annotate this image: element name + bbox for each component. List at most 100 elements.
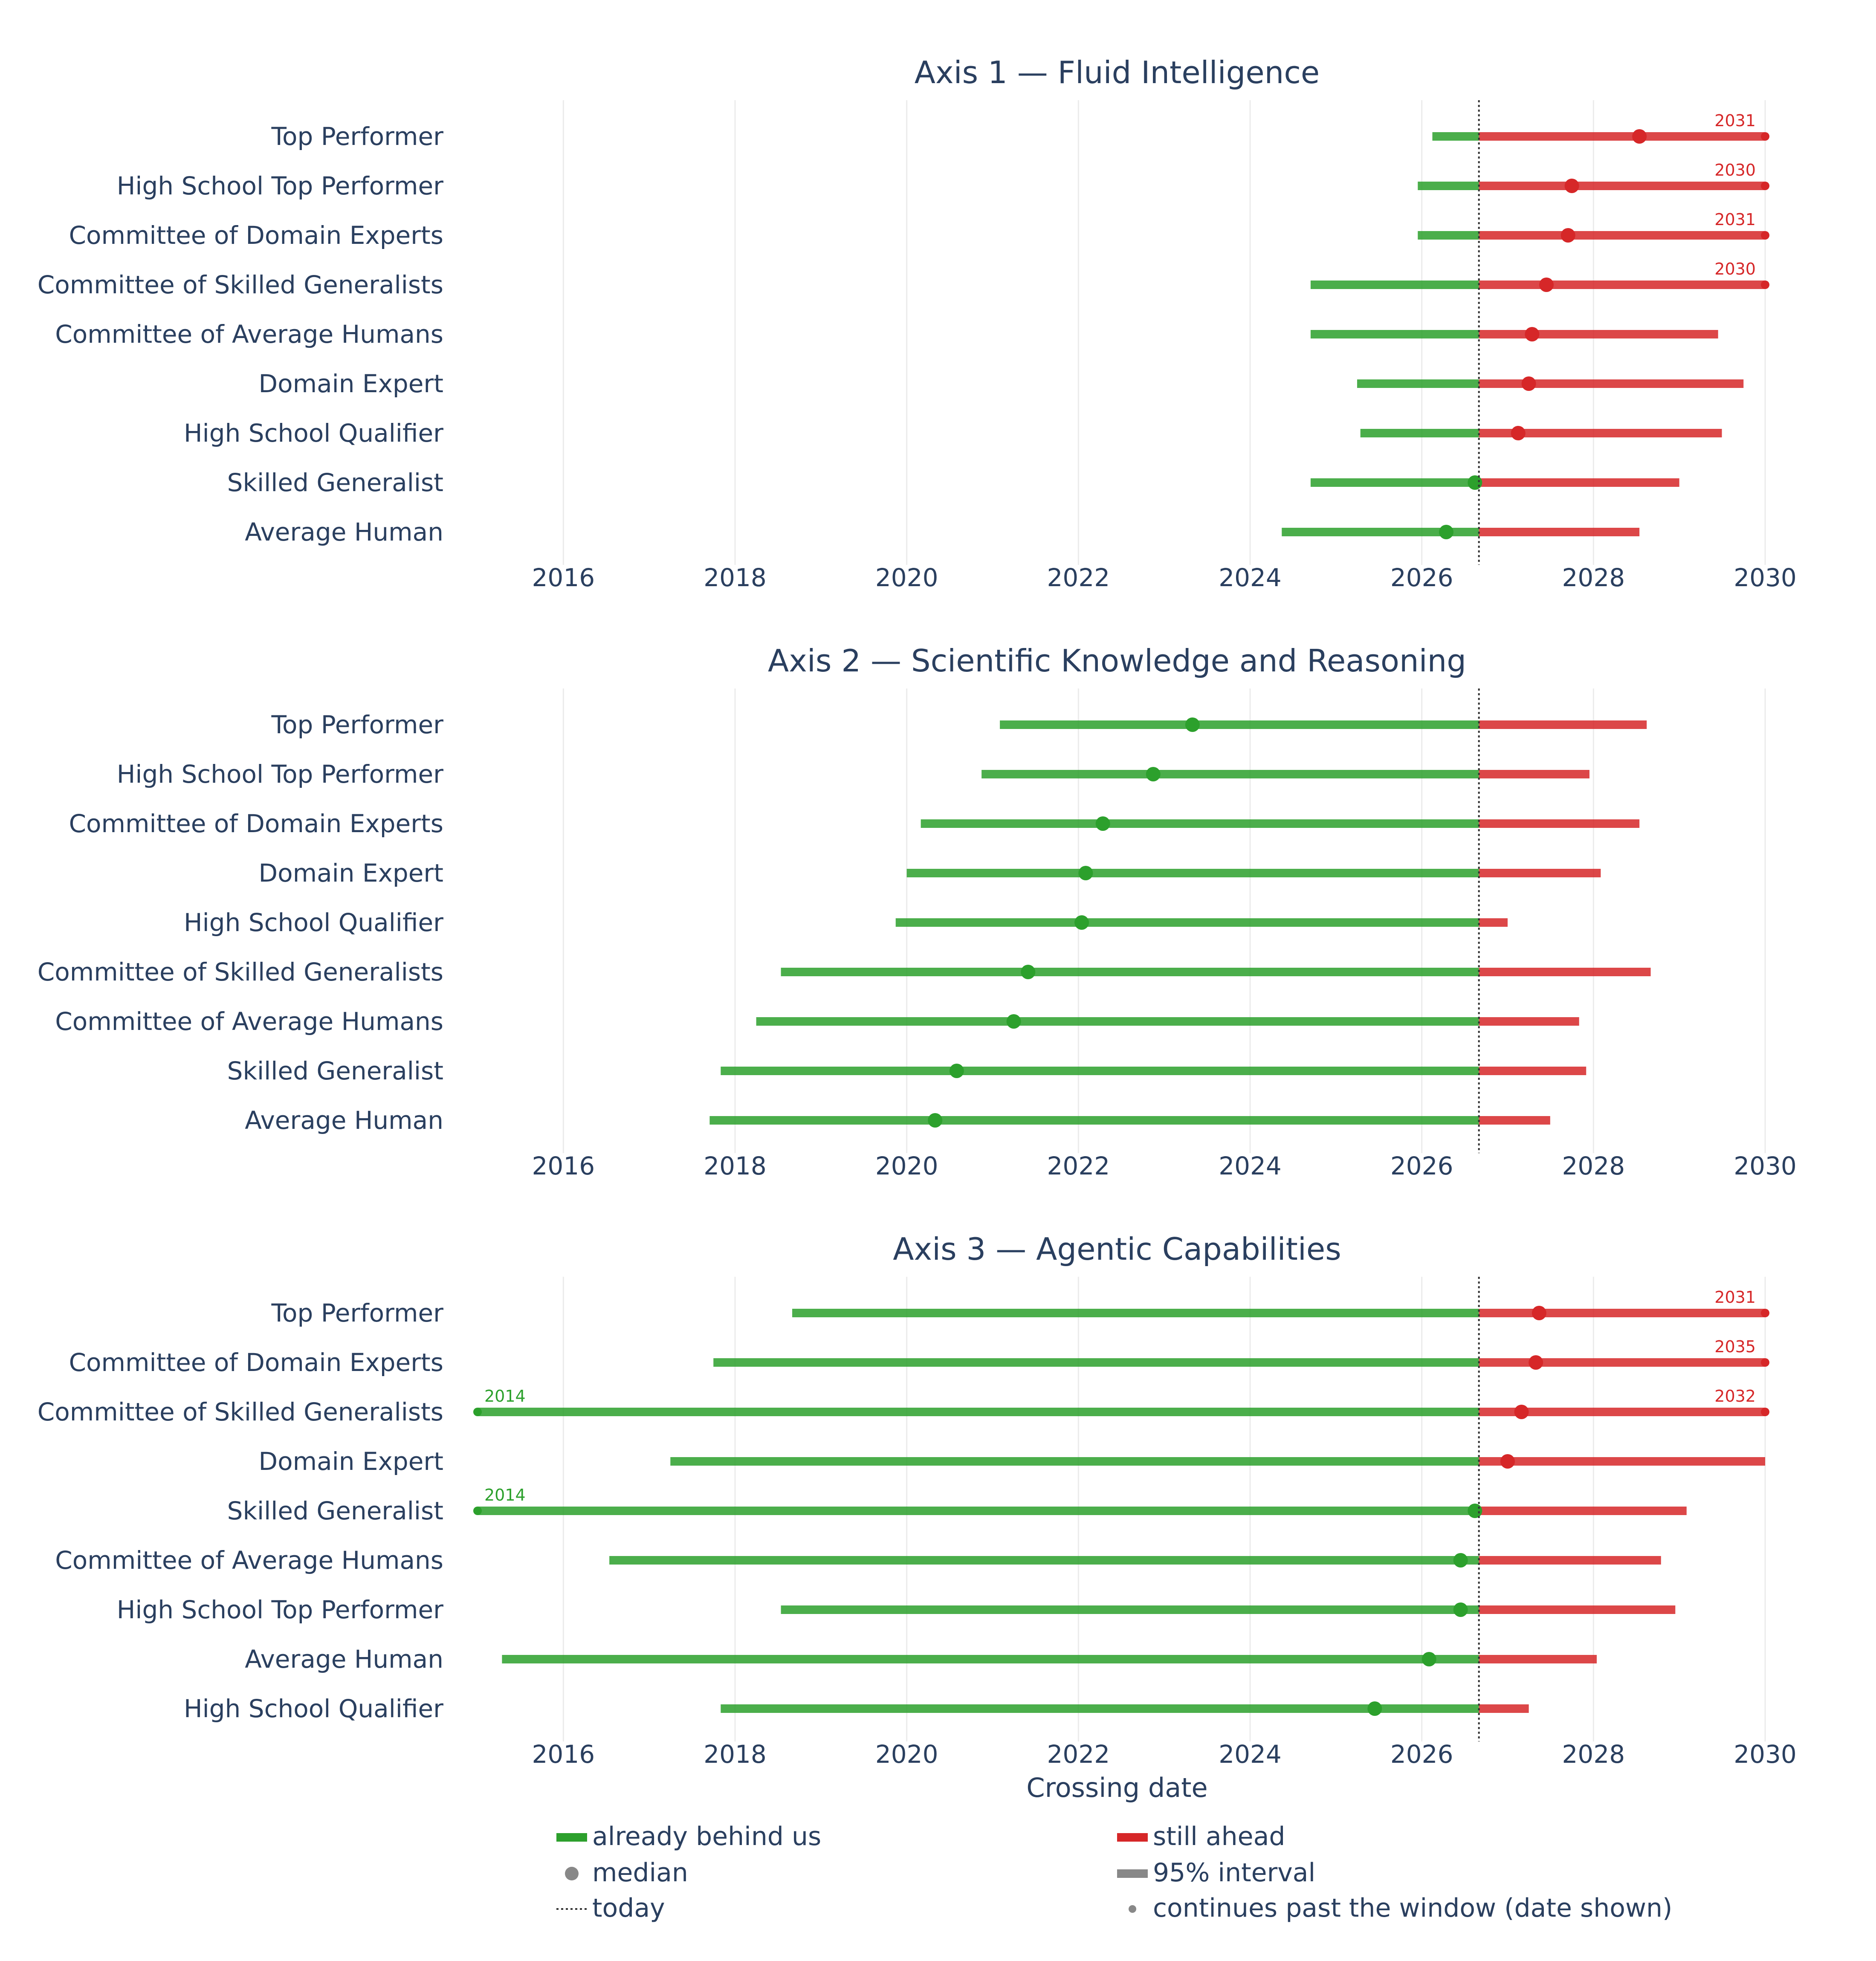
category-label: Committee of Skilled Generalists: [38, 270, 443, 299]
continues-marker: [1761, 281, 1769, 289]
category-label: High School Top Performer: [117, 171, 443, 200]
x-tick-label: 2022: [1047, 1151, 1110, 1180]
panel-title: Axis 2 — Scientific Knowledge and Reason…: [768, 643, 1466, 679]
continues-date-label: 2014: [484, 1387, 526, 1406]
legend: already behind us still ahead median 95% in…: [556, 1822, 1672, 1923]
continues-date-label: 2031: [1714, 111, 1756, 130]
continues-marker: [1761, 1408, 1769, 1416]
x-tick-label: 2016: [532, 1151, 595, 1180]
median-marker: [1367, 1701, 1382, 1716]
x-tick-label: 2028: [1562, 563, 1625, 592]
median-marker: [1185, 717, 1200, 732]
category-label: Committee of Average Humans: [55, 320, 443, 349]
continues-date-label: 2014: [484, 1486, 526, 1504]
median-marker: [1078, 866, 1093, 880]
median-marker: [1511, 426, 1526, 440]
category-label: Committee of Skilled Generalists: [38, 1397, 443, 1426]
median-marker: [1514, 1405, 1529, 1419]
x-tick-label: 2030: [1734, 1151, 1797, 1180]
median-marker: [1500, 1454, 1515, 1469]
median-marker: [1074, 915, 1089, 930]
median-marker: [1531, 1306, 1546, 1320]
category-label: Average Human: [245, 518, 443, 547]
panel-title: Axis 3 — Agentic Capabilities: [893, 1231, 1341, 1267]
x-tick-label: 2024: [1219, 563, 1282, 592]
category-label: Committee of Domain Experts: [69, 1348, 444, 1377]
x-tick-label: 2028: [1562, 1151, 1625, 1180]
legend-label-continues: continues past the window (date shown): [1153, 1893, 1672, 1923]
continues-marker: [1761, 182, 1769, 190]
x-tick-label: 2020: [875, 1740, 938, 1769]
median-marker: [1521, 376, 1536, 391]
median-marker: [949, 1064, 964, 1078]
x-tick-label: 2030: [1734, 563, 1797, 592]
x-tick-label: 2020: [875, 1151, 938, 1180]
panel-title: Axis 1 — Fluid Intelligence: [915, 55, 1320, 90]
category-label: Committee of Skilled Generalists: [38, 957, 443, 986]
x-tick-label: 2018: [704, 1740, 767, 1769]
panel-1: Axis 1 — Fluid Intelligence 2016 2018 2020 2…: [38, 55, 1797, 592]
continues-date-label: 2031: [1714, 210, 1756, 229]
x-tick-label: 2026: [1390, 1740, 1453, 1769]
median-marker: [1453, 1553, 1468, 1568]
x-tick-label: 2016: [532, 563, 595, 592]
median-marker: [928, 1113, 943, 1128]
continues-date-label: 2030: [1714, 161, 1756, 179]
category-label: Average Human: [245, 1106, 443, 1135]
category-label: Skilled Generalist: [227, 468, 443, 497]
legend-label-behind: already behind us: [592, 1822, 821, 1851]
continues-marker: [1761, 132, 1769, 141]
x-tick-label: 2024: [1219, 1151, 1282, 1180]
median-marker: [1539, 278, 1554, 292]
continues-marker: [473, 1408, 482, 1416]
category-label: High School Top Performer: [117, 1595, 443, 1624]
legend-label-interval: 95% interval: [1153, 1858, 1315, 1888]
legend-label-today: today: [592, 1893, 665, 1923]
continues-date-label: 2030: [1714, 260, 1756, 278]
legend-swatch-median: [565, 1867, 579, 1880]
x-tick-label: 2016: [532, 1740, 595, 1769]
x-axis-label: Crossing date: [1026, 1772, 1207, 1803]
category-label: Top Performer: [271, 710, 443, 739]
category-label: High School Qualifier: [184, 1694, 443, 1723]
category-label: High School Qualifier: [184, 908, 443, 937]
median-marker: [1529, 1355, 1543, 1370]
median-marker: [1468, 475, 1482, 490]
panel-2: Axis 2 — Scientific Knowledge and Reason…: [38, 643, 1797, 1180]
median-marker: [1632, 129, 1647, 144]
continues-date-label: 2031: [1714, 1288, 1756, 1307]
median-marker: [1146, 767, 1161, 781]
legend-label-ahead: still ahead: [1153, 1822, 1285, 1851]
continues-marker: [1761, 1358, 1769, 1367]
category-label: High School Qualifier: [184, 419, 443, 448]
category-label: Skilled Generalist: [227, 1496, 443, 1525]
category-label: Average Human: [245, 1645, 443, 1674]
median-marker: [1560, 228, 1575, 243]
category-label: Domain Expert: [258, 859, 443, 888]
continues-marker: [473, 1507, 482, 1515]
median-marker: [1095, 816, 1110, 831]
median-marker: [1439, 525, 1454, 539]
median-marker: [1421, 1652, 1436, 1666]
continues-date-label: 2035: [1714, 1337, 1756, 1356]
x-tick-label: 2026: [1390, 1151, 1453, 1180]
category-label: Top Performer: [271, 1299, 443, 1328]
x-tick-label: 2022: [1047, 1740, 1110, 1769]
continues-marker: [1761, 1309, 1769, 1317]
category-label: High School Top Performer: [117, 760, 443, 789]
x-tick-label: 2026: [1390, 563, 1453, 592]
category-label: Committee of Average Humans: [55, 1546, 443, 1575]
category-label: Domain Expert: [258, 369, 443, 398]
x-tick-label: 2022: [1047, 563, 1110, 592]
category-label: Top Performer: [271, 122, 443, 151]
x-tick-label: 2030: [1734, 1740, 1797, 1769]
category-label: Committee of Average Humans: [55, 1007, 443, 1036]
category-label: Committee of Domain Experts: [69, 221, 444, 250]
panel-3: Axis 3 — Agentic Capabilities 2016 2018 202…: [38, 1231, 1797, 1769]
category-label: Skilled Generalist: [227, 1056, 443, 1085]
median-marker: [1453, 1602, 1468, 1617]
median-marker: [1468, 1504, 1482, 1518]
category-label: Committee of Domain Experts: [69, 809, 444, 838]
continues-date-label: 2032: [1714, 1387, 1756, 1406]
median-marker: [1006, 1014, 1021, 1029]
